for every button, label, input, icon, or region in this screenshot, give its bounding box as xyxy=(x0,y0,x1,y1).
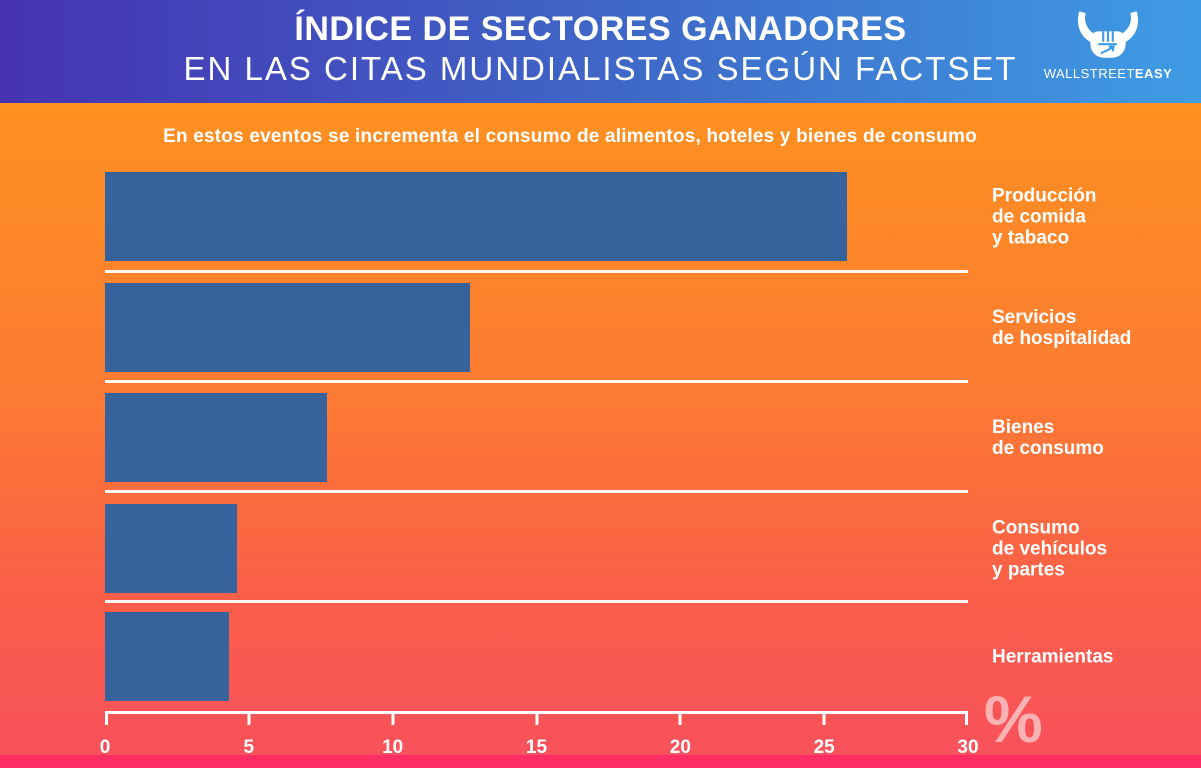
page-title: ÍNDICE DE SECTORES GANADORES xyxy=(294,10,907,48)
axis-tick xyxy=(965,711,968,725)
axis-tick-label: 20 xyxy=(669,737,691,758)
row-separator xyxy=(105,270,968,273)
brand-part2: EASY xyxy=(1134,66,1173,81)
bull-fist-icon xyxy=(1033,10,1183,64)
bar xyxy=(105,393,327,482)
bar xyxy=(105,504,238,593)
category-label: Consumo de vehículos y partes xyxy=(992,517,1108,580)
axis-tick xyxy=(247,711,251,725)
row-separator xyxy=(105,490,968,493)
page-subtitle-line: EN LAS CITAS MUNDIALISTAS SEGÚN FACTSET xyxy=(183,50,1018,87)
axis-tick xyxy=(678,711,682,725)
brand-wordmark: WALLSTREETEASY xyxy=(1033,66,1183,81)
bar xyxy=(105,283,471,372)
percent-unit-label: % xyxy=(984,682,1043,756)
axis-tick-label: 0 xyxy=(99,737,111,758)
x-axis: 0 5 10 15 20 25 30 xyxy=(100,711,979,758)
axis-tick xyxy=(105,711,108,725)
header-titles: ÍNDICE DE SECTORES GANADORES EN LAS CITA… xyxy=(0,0,1201,89)
chart-area: En estos eventos se incrementa el consum… xyxy=(0,103,1201,758)
brand-part1: WALLSTREET xyxy=(1043,66,1135,81)
bar-row: Servicios de hospitalidad xyxy=(105,283,1131,372)
bar-row: Consumo de vehículos y partes xyxy=(105,504,1107,593)
brand-logo: WALLSTREETEASY xyxy=(1033,10,1183,81)
bar xyxy=(105,172,848,261)
row-separator xyxy=(105,380,968,383)
row-separator xyxy=(105,600,968,603)
axis-tick-label: 25 xyxy=(813,737,835,758)
category-label: Producción de comida y tabaco xyxy=(992,185,1097,248)
bar-row: Herramientas xyxy=(105,612,1113,701)
category-label: Herramientas xyxy=(992,646,1114,667)
chart-subtitle: En estos eventos se incrementa el consum… xyxy=(163,126,977,147)
bar-row: Bienes de consumo xyxy=(105,393,1104,482)
axis-tick xyxy=(822,711,826,725)
category-label: Bienes de consumo xyxy=(992,416,1104,459)
footer-strip xyxy=(0,755,1201,768)
axis-tick-label: 30 xyxy=(957,737,979,758)
category-label: Servicios de hospitalidad xyxy=(992,306,1132,349)
axis-tick-label: 15 xyxy=(525,737,548,758)
axis-tick-label: 5 xyxy=(243,737,255,758)
axis-tick-label: 10 xyxy=(382,737,404,758)
header-banner: ÍNDICE DE SECTORES GANADORES EN LAS CITA… xyxy=(0,0,1201,103)
bar xyxy=(105,612,229,701)
axis-tick xyxy=(391,711,395,725)
axis-tick xyxy=(535,711,538,725)
bar-row: Producción de comida y tabaco xyxy=(105,172,1097,261)
